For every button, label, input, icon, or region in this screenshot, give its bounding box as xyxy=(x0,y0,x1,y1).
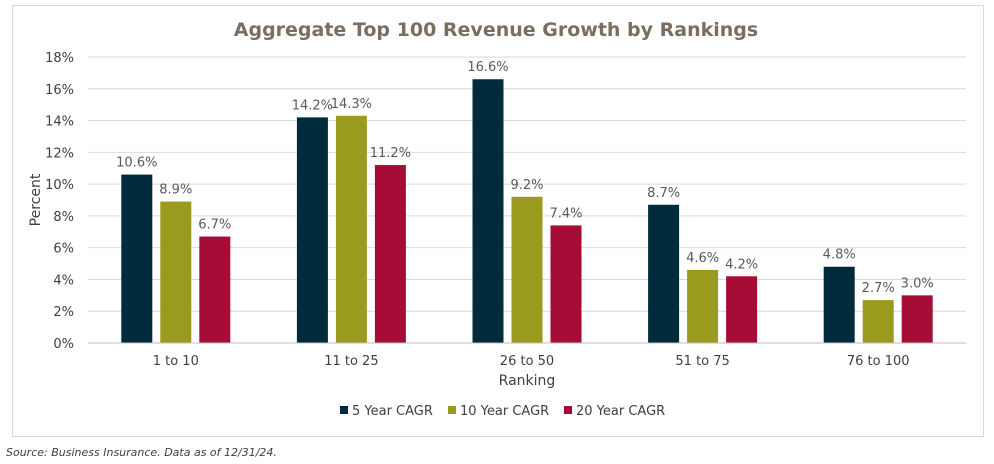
data-label: 8.7% xyxy=(647,186,680,201)
legend-swatch xyxy=(448,406,456,414)
legend-swatch xyxy=(564,406,572,414)
data-label: 4.8% xyxy=(823,248,856,263)
x-tick-label: 11 to 25 xyxy=(324,354,378,369)
data-label: 10.6% xyxy=(116,156,157,171)
data-label: 7.4% xyxy=(549,206,582,221)
chart-title: Aggregate Top 100 Revenue Growth by Rank… xyxy=(234,19,758,41)
bar xyxy=(726,276,758,343)
bar xyxy=(335,115,367,344)
bar-chart: Aggregate Top 100 Revenue Growth by Rank… xyxy=(28,19,966,419)
x-tick-label: 1 to 10 xyxy=(153,354,199,369)
bar xyxy=(160,201,192,343)
x-axis-ticks: 1 to 10 11 to 25 26 to 50 51 to 75 76 to 100 xyxy=(153,354,910,369)
data-label: 4.2% xyxy=(725,257,758,272)
data-label: 4.6% xyxy=(686,251,719,266)
y-tick-label: 2% xyxy=(53,305,74,320)
gridlines xyxy=(88,56,966,312)
bar xyxy=(199,236,231,343)
y-tick-label: 8% xyxy=(53,210,74,225)
bar xyxy=(374,165,406,343)
legend-item: 10 Year CAGR xyxy=(448,404,549,419)
bars xyxy=(121,79,933,344)
y-tick-label: 14% xyxy=(45,115,74,130)
legend-label: 20 Year CAGR xyxy=(576,404,665,419)
x-tick-label: 76 to 100 xyxy=(847,354,910,369)
bar xyxy=(823,266,855,343)
y-tick-label: 10% xyxy=(45,178,74,193)
x-axis-title: Ranking xyxy=(499,373,556,389)
bar xyxy=(511,196,543,343)
data-label: 16.6% xyxy=(467,60,508,75)
data-label: 14.3% xyxy=(331,97,372,112)
bar xyxy=(687,269,719,343)
bar xyxy=(901,295,933,343)
source-note: Source: Business Insurance. Data as of 1… xyxy=(6,446,277,459)
data-label: 9.2% xyxy=(510,178,543,193)
y-tick-label: 0% xyxy=(53,337,74,352)
data-labels: 10.6%8.9% 6.7% 14.2%14.3% 11.2% 16.6% 9.2% 7.4… xyxy=(116,60,934,296)
y-tick-label: 16% xyxy=(45,83,74,98)
legend-item: 5 Year CAGR xyxy=(340,404,433,419)
data-label: 2.7% xyxy=(862,281,895,296)
y-tick-label: 18% xyxy=(45,51,74,66)
y-axis-ticks: 0% 2% 4% 6% 8% 10% 12% 14% 16% 18% xyxy=(45,51,74,352)
y-tick-label: 12% xyxy=(45,146,74,161)
bar xyxy=(296,117,328,343)
x-tick-label: 51 to 75 xyxy=(675,354,729,369)
bar xyxy=(121,174,153,343)
legend-swatch xyxy=(340,406,348,414)
bar xyxy=(550,225,582,343)
legend-label: 5 Year CAGR xyxy=(352,404,433,419)
y-tick-label: 6% xyxy=(53,242,74,257)
bar xyxy=(862,300,894,343)
data-label: 11.2% xyxy=(370,146,411,161)
legend: 5 Year CAGR 10 Year CAGR 20 Year CAGR xyxy=(340,404,665,419)
legend-item: 20 Year CAGR xyxy=(564,404,665,419)
data-label: 14.2% xyxy=(292,98,333,113)
legend-label: 10 Year CAGR xyxy=(460,404,549,419)
y-tick-label: 4% xyxy=(53,273,74,288)
data-label: 6.7% xyxy=(198,218,231,233)
bar xyxy=(472,79,504,343)
y-axis-title: Percent xyxy=(28,173,44,226)
data-label: 3.0% xyxy=(901,276,934,291)
data-label: 8.9% xyxy=(159,183,192,198)
x-tick-label: 26 to 50 xyxy=(500,354,554,369)
bar xyxy=(648,204,680,343)
